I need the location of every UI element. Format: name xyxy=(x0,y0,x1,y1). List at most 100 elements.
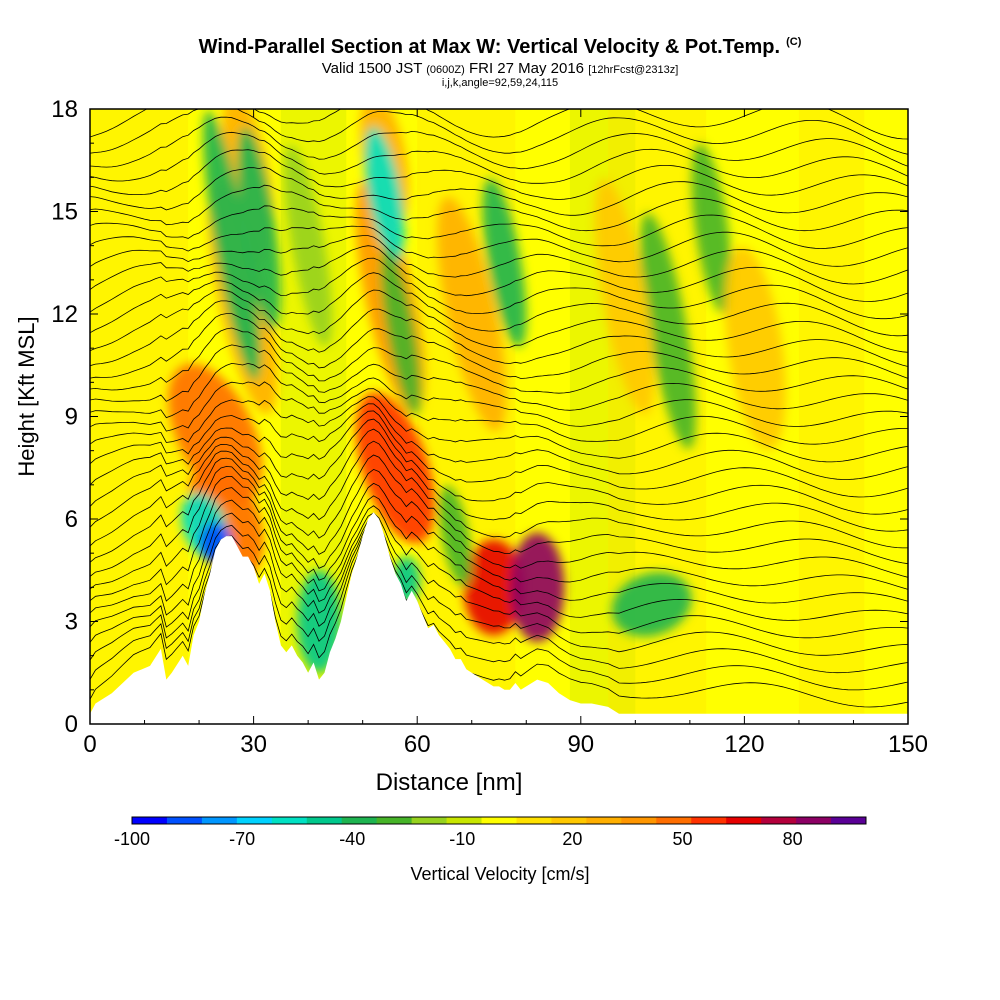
velocity-cell xyxy=(380,246,421,416)
isentrope-line xyxy=(90,109,908,155)
isentrope-line xyxy=(90,131,908,184)
y-axis-label: Height [Kft MSL] xyxy=(14,316,39,476)
isentrope-line xyxy=(90,410,908,498)
isentrope-line xyxy=(90,440,908,549)
y-tick-label: 6 xyxy=(65,506,78,533)
colorbar-swatch xyxy=(691,817,727,824)
isentrope-line xyxy=(90,225,908,267)
chart-indices: i,j,k,angle=92,59,24,115 xyxy=(441,77,559,89)
colorbar-swatch xyxy=(341,817,378,824)
colorbar-swatch xyxy=(271,817,308,824)
colorbar-swatch xyxy=(621,817,657,824)
velocity-cell xyxy=(364,127,405,262)
velocity-cell xyxy=(724,246,786,450)
velocity-band xyxy=(798,109,865,724)
isentrope-line xyxy=(90,512,908,639)
isentrope-line xyxy=(90,381,908,445)
valid-date: FRI 27 May 2016 xyxy=(468,60,585,77)
colorbar-swatch xyxy=(551,817,587,824)
copyright-mark: (C) xyxy=(786,36,802,49)
x-tick-label: 120 xyxy=(724,731,764,758)
velocity-cell xyxy=(482,178,527,347)
colorbar-swatch xyxy=(411,817,448,824)
colorbar: -100 -70 -40 -10 20 50 80 Vertical Velocity [cm… xyxy=(114,816,867,884)
colorbar-tick-label: -40 xyxy=(339,829,365,849)
isentrope-line xyxy=(90,396,908,463)
colorbar-tick-label: 20 xyxy=(562,829,582,849)
colorbar-tick-label: 80 xyxy=(783,829,803,849)
colorbar-swatch xyxy=(306,817,343,824)
isentrope-line xyxy=(90,289,908,353)
isentrope-line xyxy=(90,428,908,532)
colorbar-swatch xyxy=(796,817,832,824)
colorbar-swatch xyxy=(726,817,762,824)
y-tick-label: 12 xyxy=(51,301,78,328)
isentrope-line xyxy=(90,362,908,427)
x-tick-label: 150 xyxy=(888,731,928,758)
colorbar-swatch xyxy=(236,817,273,824)
y-tick-label: 3 xyxy=(65,609,78,636)
isentrope-line xyxy=(90,487,908,604)
terrain-mask xyxy=(90,512,908,724)
isentrope-line xyxy=(90,418,908,515)
isentrope-line xyxy=(90,313,908,379)
x-axis-label: Distance [nm] xyxy=(376,769,523,796)
x-tick-label: 60 xyxy=(404,731,431,758)
isentrope-line xyxy=(90,149,908,200)
isentrope-line xyxy=(90,344,908,411)
colorbar-swatch xyxy=(516,817,552,824)
chart-title-text: Wind-Parallel Section at Max W: Vertical… xyxy=(198,36,781,58)
y-tick-label: 0 xyxy=(65,711,78,738)
colorbar-frame xyxy=(131,816,867,825)
isentrope-line xyxy=(90,454,908,565)
velocity-cell xyxy=(437,196,507,432)
x-tick-label: 90 xyxy=(567,731,594,758)
colorbar-tick-label: -10 xyxy=(449,829,475,849)
velocity-cell xyxy=(463,539,524,636)
isentrope-line xyxy=(90,403,908,480)
isentrope-line xyxy=(90,109,908,140)
colorbar-label: Vertical Velocity [cm/s] xyxy=(410,864,589,884)
x-tick-label: 30 xyxy=(240,731,267,758)
isentrope-line xyxy=(90,517,908,656)
velocity-cell xyxy=(691,143,732,314)
isentrope-line xyxy=(90,475,908,590)
velocity-cell xyxy=(297,570,341,673)
colorbar-swatch xyxy=(446,817,483,824)
velocity-cell xyxy=(640,213,697,449)
valid-time: Valid 1500 JST xyxy=(321,60,423,77)
x-tick-label: 0 xyxy=(83,731,96,758)
colorbar-swatch xyxy=(656,817,692,824)
colorbar-tick-label: -100 xyxy=(114,829,150,849)
colorbar-swatch xyxy=(586,817,622,824)
chart-title: Wind-Parallel Section at Max W: Vertical… xyxy=(0,36,1000,59)
isentrope-line xyxy=(90,166,908,216)
isentrope-line xyxy=(90,272,908,337)
valid-utc: (0600Z) xyxy=(426,64,465,76)
isentrope-line xyxy=(90,466,908,578)
isentrope-line xyxy=(90,245,908,302)
colorbar-tick-label: -70 xyxy=(229,829,255,849)
isentrope-line xyxy=(90,499,908,621)
velocity-cell xyxy=(594,179,655,415)
isentrope-line xyxy=(90,184,908,232)
y-tick-label: 9 xyxy=(65,404,78,431)
colorbar-swatch xyxy=(481,817,517,824)
plot-area xyxy=(90,109,908,724)
colorbar-swatch xyxy=(831,817,867,824)
colorbar-swatch xyxy=(376,817,413,824)
colorbar-swatch xyxy=(201,817,238,824)
y-tick-label: 18 xyxy=(51,96,78,123)
velocity-cell xyxy=(237,127,281,331)
colorbar-swatch xyxy=(761,817,797,824)
isentrope-line xyxy=(90,257,908,320)
velocity-cell xyxy=(284,144,333,347)
forecast-info: [12hrFcst@2313z] xyxy=(588,64,679,76)
isentrope-line xyxy=(90,116,908,170)
velocity-cell xyxy=(439,485,472,587)
isentrope-line xyxy=(90,327,908,394)
chart-subtitle: Valid 1500 JST (0600Z) FRI 27 May 2016 [… xyxy=(0,60,1000,77)
colorbar-swatch xyxy=(166,817,203,824)
